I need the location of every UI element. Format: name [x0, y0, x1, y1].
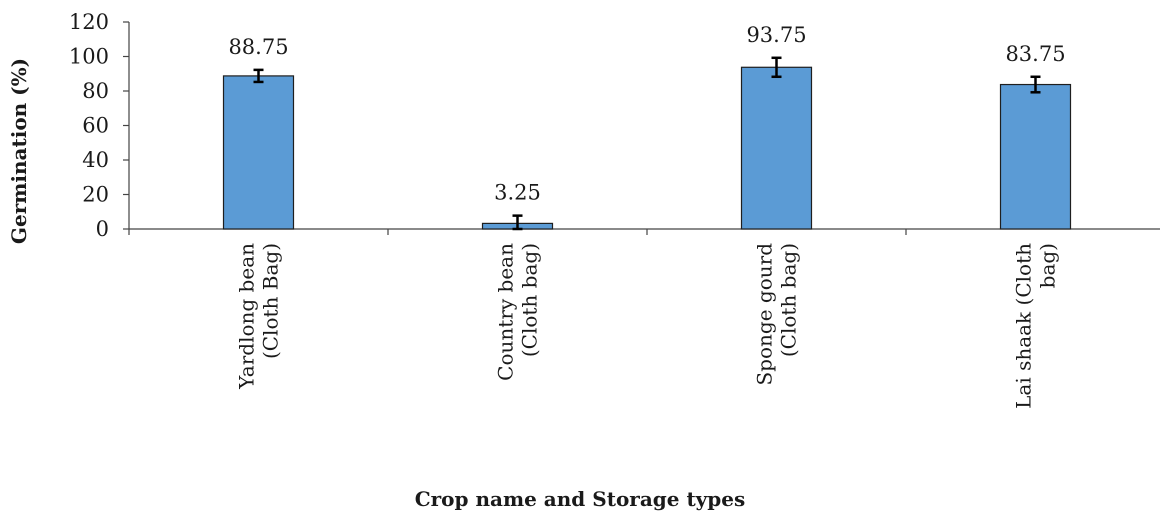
data-label: 93.75	[746, 23, 806, 47]
data-label: 3.25	[494, 181, 541, 205]
error-bar	[512, 214, 523, 231]
y-axis-title: Germination (%)	[7, 58, 31, 244]
bar	[740, 66, 813, 230]
category-label-line: Country bean	[494, 243, 518, 381]
category-label-line: (Cloth Bag)	[259, 243, 283, 359]
category-label-line: bag)	[1036, 243, 1060, 288]
y-tick-label: 60	[82, 114, 109, 138]
bar	[999, 83, 1072, 230]
category-label-line: Lai shaak (Cloth	[1012, 243, 1036, 409]
category-label-line: Yardlong bean	[235, 243, 259, 390]
x-axis	[128, 228, 1160, 235]
data-labels: 88.75 3.25 93.75 83.75	[228, 23, 1065, 205]
y-tick-label: 100	[69, 45, 109, 69]
y-tick-label: 0	[96, 217, 109, 241]
bars	[222, 66, 1072, 230]
category-label: Country bean(Cloth bag)	[494, 243, 542, 381]
error-bar	[771, 56, 782, 79]
category-labels: Yardlong bean(Cloth Bag) Country bean(Clo…	[235, 243, 1060, 409]
category-label-line: Sponge gourd	[753, 243, 777, 386]
data-label: 88.75	[228, 35, 288, 59]
error-bar	[1030, 75, 1041, 94]
y-tick-label: 120	[69, 10, 109, 34]
y-tick-label: 40	[82, 148, 109, 172]
error-bars	[253, 56, 1041, 231]
category-label: Sponge gourd(Cloth bag)	[753, 243, 801, 386]
bar	[222, 75, 295, 230]
category-label-line: (Cloth bag)	[777, 243, 801, 357]
category-label: Yardlong bean(Cloth Bag)	[235, 243, 283, 390]
y-tick-label: 80	[82, 79, 109, 103]
x-axis-title: Crop name and Storage types	[415, 487, 746, 511]
category-label-line: (Cloth bag)	[518, 243, 542, 357]
y-tick-label: 20	[82, 183, 109, 207]
y-axis: 0 20 40 60 80 100 120	[69, 10, 130, 241]
data-label: 83.75	[1005, 42, 1065, 66]
error-bar	[253, 68, 264, 84]
category-label: Lai shaak (Clothbag)	[1012, 243, 1060, 409]
